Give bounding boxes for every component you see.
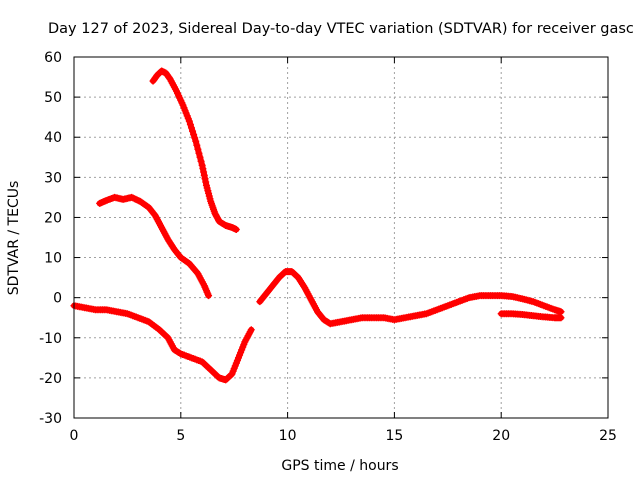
x-tick-label: 5 — [176, 428, 185, 444]
chart-title: Day 127 of 2023, Sidereal Day-to-day VTE… — [48, 21, 634, 37]
data-point — [200, 171, 208, 179]
series-arc-d — [256, 268, 565, 328]
data-point — [191, 134, 199, 142]
series-arc-b — [96, 193, 213, 300]
y-tick-label: 20 — [44, 210, 62, 226]
series-arc-e — [497, 310, 565, 322]
x-tick-label: 25 — [599, 428, 617, 444]
y-tick-label: -30 — [39, 411, 62, 427]
data-point — [202, 178, 210, 186]
x-axis-label: GPS time / hours — [281, 458, 398, 474]
series-arc-c — [70, 302, 255, 384]
data-point — [196, 153, 204, 161]
data-point — [190, 131, 198, 139]
data-point — [202, 287, 210, 295]
y-tick-label: 0 — [53, 291, 62, 307]
series-arc-a — [149, 67, 240, 233]
data-point — [200, 168, 208, 176]
data-point — [199, 165, 207, 173]
y-tick-label: 40 — [44, 130, 62, 146]
data-point — [202, 285, 210, 293]
data-point — [192, 137, 200, 145]
data-point — [185, 117, 193, 125]
data-point — [193, 141, 201, 149]
data-point — [186, 121, 194, 129]
data-point — [189, 127, 197, 135]
data-point — [201, 283, 209, 291]
data-point — [557, 314, 565, 322]
data-point — [200, 282, 208, 290]
data-point — [195, 149, 203, 157]
data-point — [201, 175, 209, 183]
data-point — [192, 268, 200, 276]
data-point — [194, 145, 202, 153]
x-tick-label: 15 — [385, 428, 403, 444]
data-point — [204, 290, 212, 298]
y-axis-label: SDTVAR / TECUs — [6, 181, 22, 296]
y-tick-label: -10 — [39, 331, 62, 347]
data-point — [205, 292, 213, 300]
y-tick-label: -20 — [39, 371, 62, 387]
data-point — [557, 308, 565, 316]
x-tick-label: 0 — [70, 428, 79, 444]
axis-ticks: 0 5 10 15 20 25 -30 -20 -10 0 10 20 30 40 50 60 — [39, 50, 617, 444]
y-tick-label: 50 — [44, 90, 62, 106]
y-tick-label: 10 — [44, 251, 62, 267]
data-point — [197, 157, 205, 165]
data-point — [232, 225, 240, 233]
y-tick-label: 30 — [44, 170, 62, 186]
x-tick-label: 20 — [492, 428, 510, 444]
grid — [74, 57, 608, 418]
data-point — [227, 371, 235, 379]
data-series — [70, 67, 565, 384]
data-point — [300, 282, 308, 290]
y-tick-label: 60 — [44, 50, 62, 66]
data-point — [203, 288, 211, 296]
data-point — [247, 326, 255, 334]
data-point — [187, 124, 195, 132]
data-point — [198, 161, 206, 169]
plot-frame — [73, 56, 609, 419]
x-tick-label: 10 — [279, 428, 297, 444]
